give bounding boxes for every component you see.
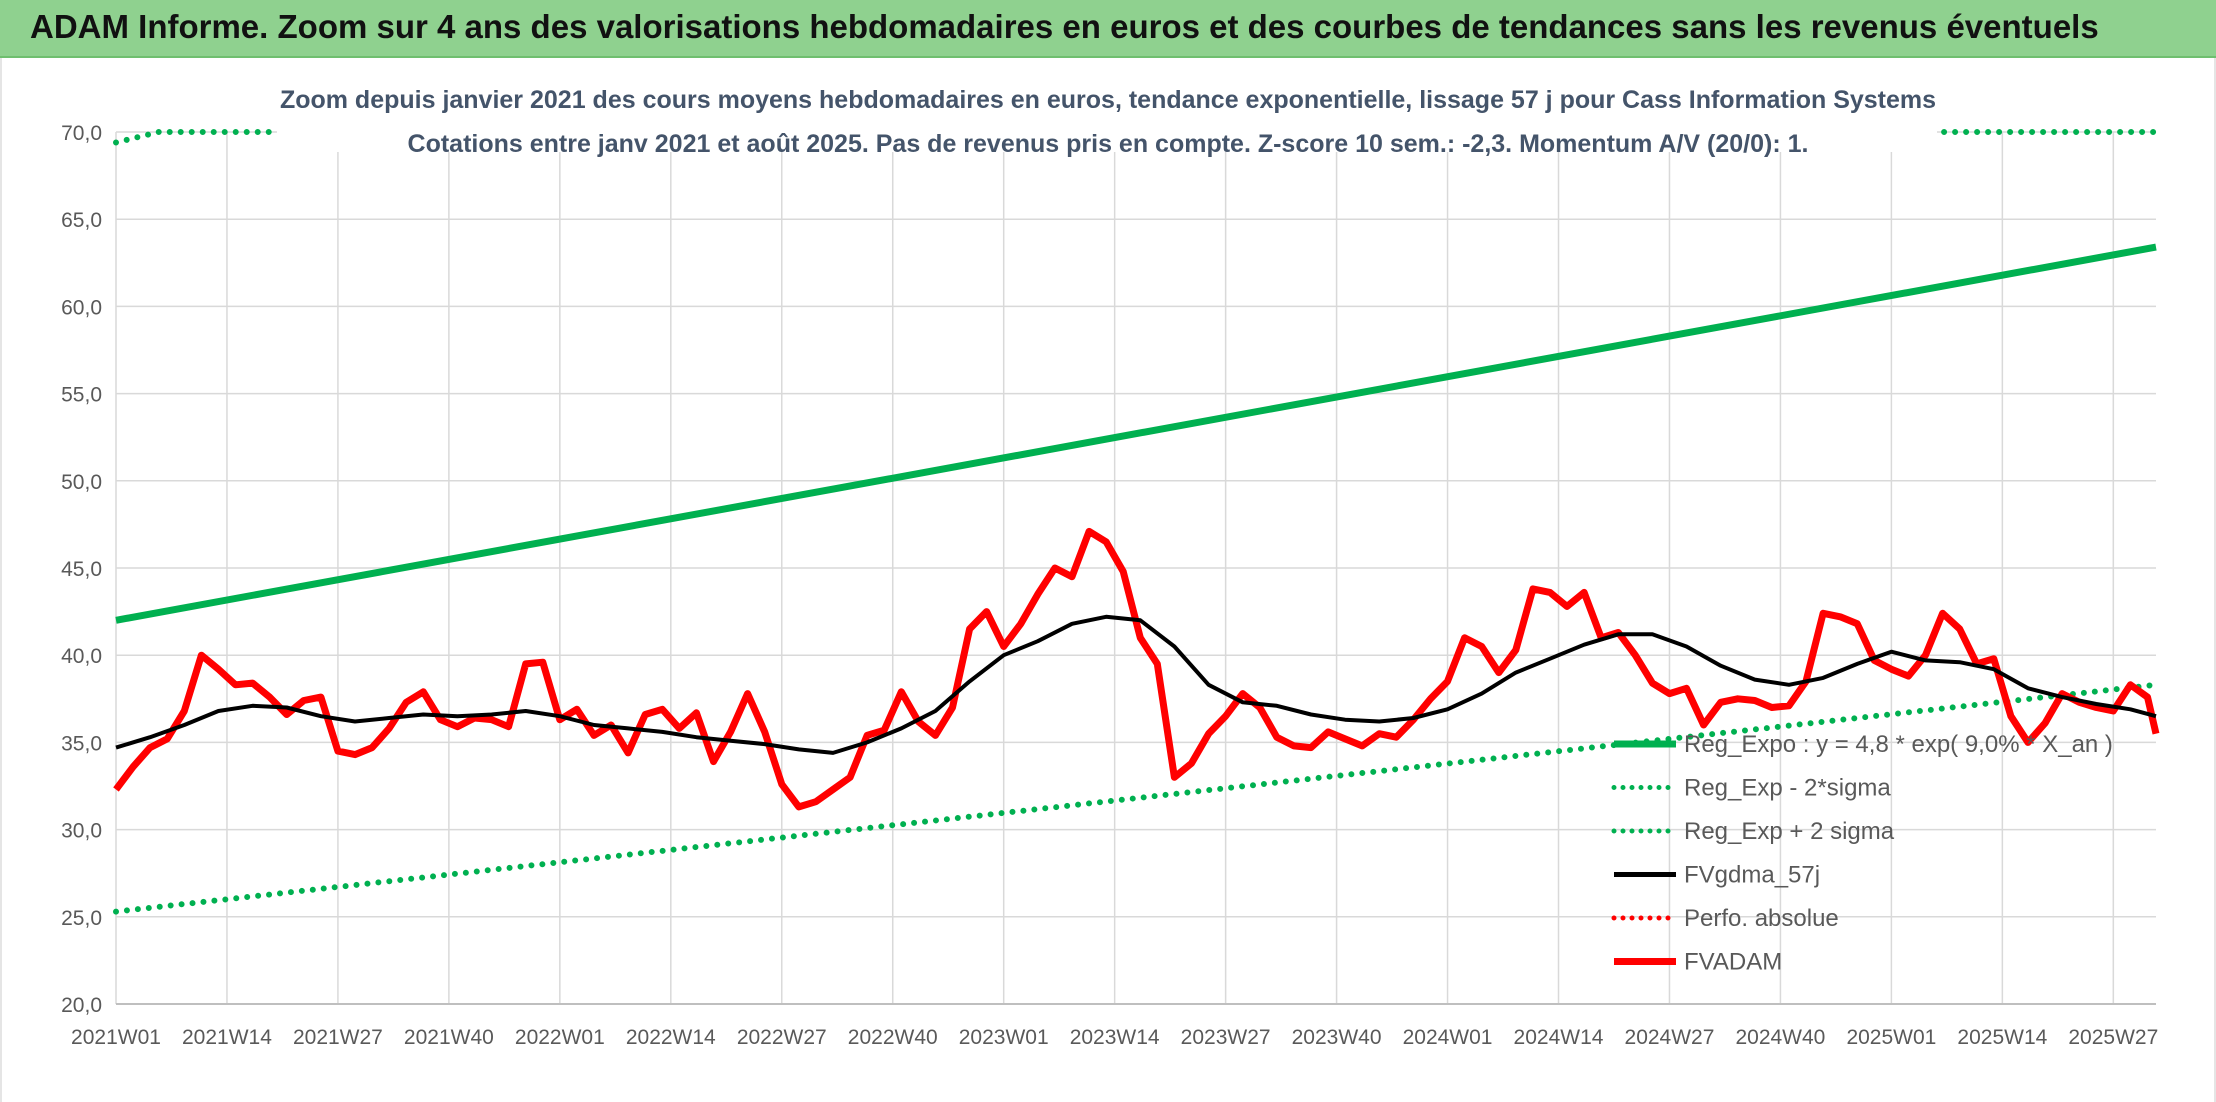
x-tick-label: 2024W14 [1514,1026,1604,1049]
legend-label-fvgdma: FVgdma_57j [1684,862,1820,889]
y-tick-label: 40,0 [61,645,102,668]
x-tick-label: 2021W40 [404,1026,494,1049]
x-tick-label: 2023W27 [1181,1026,1271,1049]
chart-title-line-1: Zoom depuis janvier 2021 des cours moyen… [280,86,1936,114]
axis-layer: 20,0 25,0 30,0 35,0 40,0 45,0 50,0 55,0 60,0 65,0… [61,122,2158,1049]
x-tick-label: 2021W01 [71,1026,161,1049]
title-backdrop [277,62,1937,152]
series-fvgdma-57j [115,614,2157,755]
y-tick-label: 45,0 [61,558,102,581]
legend: Reg_Expo : y = 4,8 * exp( 9,0% * X_an ) R… [1611,731,2113,976]
title-banner: ADAM Informe. Zoom sur 4 ans des valoris… [0,0,2216,58]
series-layer [113,129,2160,915]
legend-label-perfo: Perfo. absolue [1684,905,1839,932]
banner-title: ADAM Informe. Zoom sur 4 ans des valoris… [30,8,2099,45]
y-tick-label: 65,0 [61,209,102,232]
grid-layer [115,131,2156,1005]
y-tick-label: 35,0 [61,732,102,755]
chart-title-group: Zoom depuis janvier 2021 des cours moyen… [277,62,1937,158]
x-tick-label: 2021W27 [293,1026,383,1049]
x-tick-label: 2022W40 [848,1026,938,1049]
series-reg-plus-2sigma [113,129,273,146]
series-reg-minus-2sigma [113,681,2159,915]
legend-label-reg_plus: Reg_Exp + 2 sigma [1684,818,1895,845]
x-tick-label: 2024W27 [1625,1026,1715,1049]
y-tick-label: 50,0 [61,471,102,494]
x-tick-label: 2022W27 [737,1026,827,1049]
x-tick-label: 2022W14 [626,1026,716,1049]
series-fvadam [113,527,2160,811]
y-tick-label: 25,0 [61,907,102,930]
x-tick-label: 2025W27 [2068,1026,2158,1049]
x-tick-label: 2023W40 [1292,1026,1382,1049]
x-tick-label: 2023W01 [959,1026,1049,1049]
x-tick-label: 2021W14 [182,1026,272,1049]
y-tick-label: 60,0 [61,296,102,319]
y-tick-label: 55,0 [61,384,102,407]
series-reg-expo [115,243,2157,624]
x-tick-label: 2024W01 [1403,1026,1493,1049]
x-tick-label: 2025W14 [1957,1026,2047,1049]
y-tick-label: 30,0 [61,820,102,843]
legend-label-reg_minus: Reg_Exp - 2*sigma [1684,775,1891,802]
x-tick-label: 2023W14 [1070,1026,1160,1049]
chart-title-line-2: Cotations entre janv 2021 et août 2025. … [408,130,1809,158]
x-tick-label: 2022W01 [515,1026,605,1049]
chart-area: 20,0 25,0 30,0 35,0 40,0 45,0 50,0 55,0 60,0 65,0… [0,58,2216,1102]
y-tick-label: 20,0 [61,994,102,1017]
legend-label-fvadam: FVADAM [1684,949,1782,976]
legend-label-reg_expo: Reg_Expo : y = 4,8 * exp( 9,0% * X_an ) [1684,731,2113,758]
x-tick-label: 2025W01 [1846,1026,1936,1049]
line-chart: 20,0 25,0 30,0 35,0 40,0 45,0 50,0 55,0 60,0 65,0… [61,62,2160,1049]
y-tick-label: 70,0 [61,122,102,145]
x-tick-label: 2024W40 [1735,1026,1825,1049]
